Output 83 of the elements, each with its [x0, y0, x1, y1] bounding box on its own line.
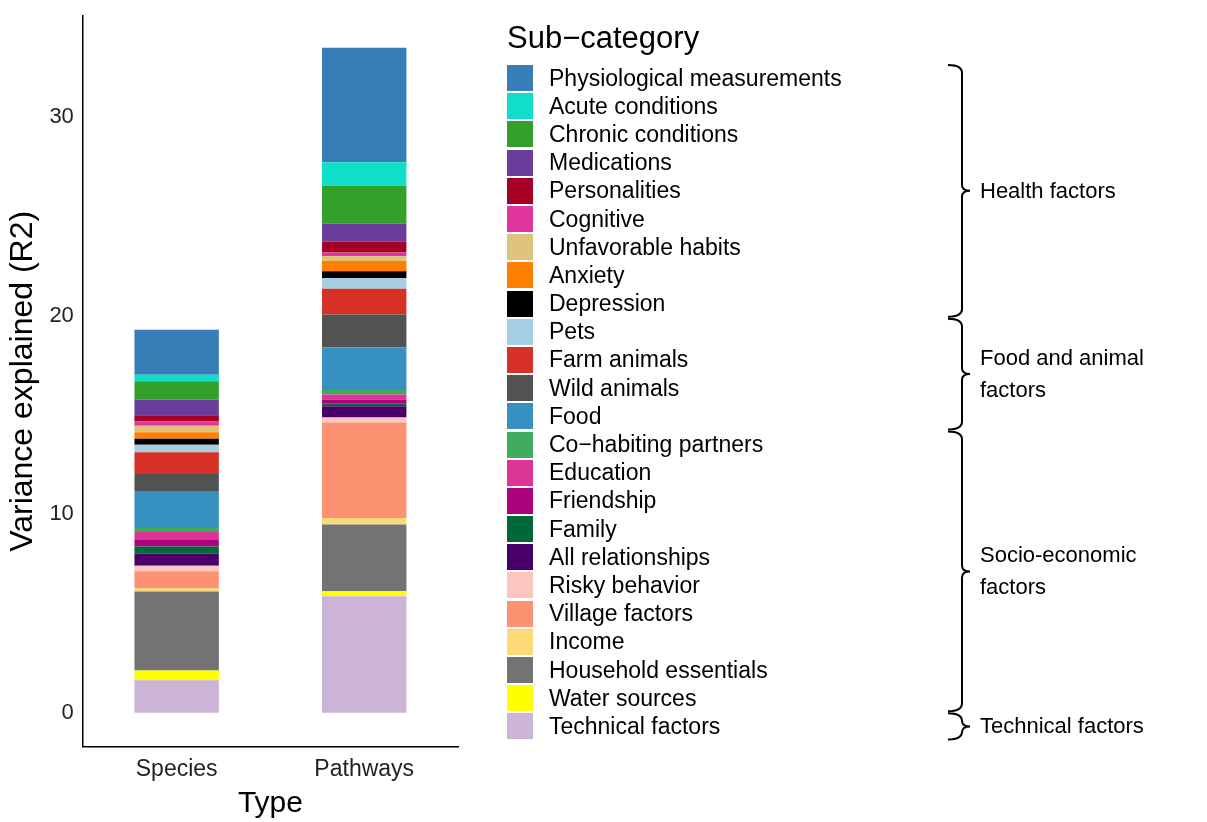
bar	[134, 540, 219, 547]
legend-label: Pets	[549, 318, 596, 346]
y-tick-label: 0	[61, 698, 74, 724]
bar	[322, 524, 407, 592]
x-tick-label: Pathways	[314, 754, 415, 781]
bar	[134, 527, 219, 533]
legend-label: Family	[549, 515, 617, 543]
bar	[322, 422, 407, 519]
y-axis-title: Variance explained (R2)	[3, 210, 40, 552]
text: Socio-economic factors	[980, 541, 1138, 602]
legend-label: Income	[549, 628, 625, 656]
bar	[322, 223, 407, 242]
x-axis-title: Type	[237, 785, 303, 819]
legend-label: Depression	[549, 290, 666, 318]
bar	[322, 390, 407, 395]
bar	[134, 571, 219, 589]
legend-label: Technical factors	[549, 712, 721, 740]
bar	[322, 185, 407, 224]
legend-label: Anxiety	[549, 261, 625, 289]
bar	[322, 256, 407, 262]
bar	[134, 588, 219, 592]
bar	[134, 565, 219, 572]
bar	[134, 532, 219, 541]
bar	[322, 417, 407, 423]
bar	[322, 399, 407, 404]
y-tick-label: 10	[49, 500, 74, 526]
bar	[134, 680, 219, 713]
y-tick-label: 20	[49, 301, 74, 327]
bar	[134, 591, 219, 671]
bar	[322, 261, 407, 272]
bar	[322, 347, 407, 391]
legend-title: Sub−category	[507, 20, 701, 56]
legend-label: Physiological measurements	[549, 64, 842, 92]
bar	[322, 518, 407, 525]
legend-label: Co−habiting partners	[549, 431, 764, 459]
bar	[322, 591, 407, 597]
bar	[322, 288, 407, 315]
text: Food and animal factors	[980, 344, 1145, 405]
x-tick-label: Species	[135, 754, 218, 781]
legend-label: All relationships	[549, 543, 711, 571]
text: Health factors	[980, 176, 1117, 205]
bar	[134, 432, 219, 439]
legend-label: Food	[549, 402, 602, 430]
bar	[134, 415, 219, 422]
legend-label: Acute conditions	[549, 92, 718, 120]
legend-label: Farm animals	[549, 346, 689, 374]
bar	[322, 314, 407, 348]
bar	[134, 553, 219, 566]
bar	[322, 241, 407, 253]
legend-label: Cognitive	[549, 205, 645, 233]
bar	[134, 421, 219, 426]
legend-label: Education	[549, 459, 652, 487]
bar	[134, 491, 219, 528]
legend-label: Unfavorable habits	[549, 233, 741, 261]
bar	[134, 329, 219, 375]
bar	[322, 47, 407, 163]
bar	[322, 162, 407, 186]
bar	[134, 425, 219, 433]
bar	[322, 394, 407, 400]
bar	[134, 670, 219, 681]
legend-label: Risky behavior	[549, 571, 700, 599]
bar	[322, 596, 407, 713]
legend-label: Medications	[549, 149, 672, 177]
text: Technical factors	[980, 712, 1145, 741]
legend-label: Chronic conditions	[549, 120, 739, 148]
legend-label: Wild animals	[549, 374, 680, 402]
y-tick-label: 30	[49, 103, 74, 129]
legend-label: Household essentials	[549, 656, 768, 684]
legend-label: Village factors	[549, 600, 694, 628]
bar	[134, 399, 219, 416]
bar	[134, 546, 219, 554]
bar	[322, 271, 407, 279]
bar	[134, 374, 219, 382]
bar	[134, 438, 219, 445]
bar	[134, 473, 219, 492]
legend-label: Friendship	[549, 487, 657, 515]
bar	[322, 406, 407, 418]
legend-label: Personalities	[549, 177, 681, 205]
bar	[134, 452, 219, 474]
bar	[134, 381, 219, 400]
legend-label: Water sources	[549, 684, 697, 712]
bar	[134, 444, 219, 453]
bar	[322, 278, 407, 289]
